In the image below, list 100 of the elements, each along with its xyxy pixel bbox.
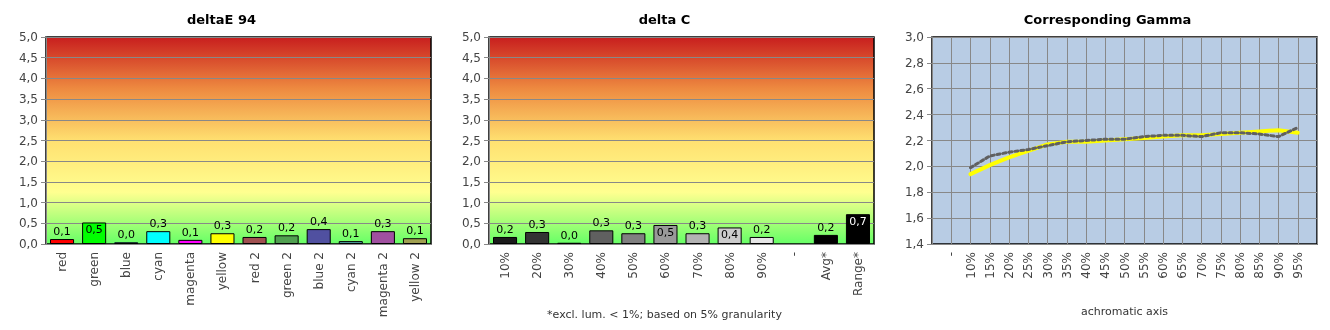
y-tick-label: 3,0 [904,30,924,44]
y-tick-label: 2,4 [904,107,924,122]
data-label: 0,2 [752,222,771,236]
data-label: 0,5 [656,225,675,239]
x-tick-label: 60% [658,252,673,279]
y-tick-label: 5,0 [461,30,481,44]
x-tick-label: yellow [215,251,230,291]
y-tick-label: 0,5 [461,216,481,231]
y-tick-label: 4,5 [18,50,38,65]
data-label: 0,4 [309,215,328,229]
y-tick-label: 4,5 [461,50,481,65]
data-label: 0,1 [342,227,360,241]
x-tick-label: 50% [626,252,641,279]
data-label: 0,2 [245,222,264,236]
y-tick-label: 2,2 [904,133,924,148]
x-tick-label: 80% [722,252,737,279]
x-tick-label: blue [119,252,134,278]
x-tick-label: cyan [151,252,166,281]
x-tick-label: 25% [1021,252,1036,279]
y-tick-label: 1,6 [904,211,924,226]
x-tick-label: 60% [1156,252,1170,279]
data-label: 0,0 [560,228,578,242]
data-label: 0,2 [817,220,835,234]
y-tick-label: 0,0 [18,237,38,251]
x-tick-label: - [786,252,801,257]
data-label: 0,1 [406,224,424,238]
x-tick-label: 10% [498,252,513,279]
x-tick-label: 35% [1059,252,1074,279]
y-tick-label: 4,0 [461,71,481,86]
y-tick-label: 1,0 [461,195,481,210]
y-tick-label: 1,8 [904,185,924,200]
data-label: 0,3 [688,219,707,233]
x-tick-label: 30% [562,252,577,279]
y-tick-label: 2,5 [18,133,38,148]
data-label: 0,3 [624,219,643,233]
x-tick-label: 95% [1290,252,1305,279]
chart-title: delta C [638,12,691,27]
y-tick-label: 3,0 [461,112,481,127]
data-label: 0,3 [374,217,392,231]
x-tick-label: magenta 2 [375,252,390,318]
y-tick-label: 1,5 [461,174,481,189]
y-tick-label: 2,8 [904,55,924,70]
y-tick-label: 2,0 [461,154,481,169]
y-tick-label: 3,5 [461,92,481,107]
y-tick-label: 1,5 [18,174,38,189]
text: *excl. lum. < 1%; based on 5% granularity [547,308,783,321]
data-label: 0,2 [496,222,514,236]
x-tick-label: 20% [1002,252,1016,279]
x-tick-label: 40% [1079,252,1093,279]
y-tick-label: 0,0 [461,237,481,251]
y-tick-label: 4,0 [18,71,38,86]
y-tick-label: 2,0 [18,154,38,169]
x-tick-label: cyan 2 [343,252,358,293]
y-tick-label: 0,5 [18,216,38,231]
x-tick-label: 65% [1175,252,1190,279]
x-tick-label: red [55,252,70,272]
y-tick-label: 3,0 [18,112,38,127]
x-tick-label: 40% [594,252,609,279]
data-label: 0,4 [720,228,739,242]
x-tick-label: 50% [1117,252,1132,279]
x-tick-label: Range* [850,252,865,297]
x-tick-label: 70% [1194,252,1209,279]
y-tick-label: 2,5 [461,133,481,148]
x-tick-label: yellow 2 [407,252,422,302]
x-tick-label: 45% [1098,252,1113,279]
chart-title: Corresponding Gamma [1023,12,1192,27]
x-tick-label: 80% [1233,252,1247,279]
y-tick-label: 1,0 [18,195,38,210]
x-tick-label: Avg* [818,252,833,281]
data-label: 0,3 [528,217,546,231]
y-tick-label: 5,0 [18,30,38,44]
data-label: 0,3 [149,217,168,231]
data-label: 0,2 [277,221,296,235]
y-tick-label: 2,0 [904,159,924,174]
x-tick-label: 70% [690,252,705,279]
x-tick-label: 90% [754,252,769,279]
data-label: 0,5 [85,223,103,237]
data-label: 0,1 [53,225,71,239]
x-tick-label: green 2 [279,252,294,299]
y-tick-label: 2,6 [904,81,924,96]
x-tick-label: 10% [963,252,978,279]
x-tick-label: 15% [982,252,997,279]
x-tick-label: 90% [1271,252,1286,279]
x-tick-label: red 2 [247,252,262,284]
x-tick-label: magenta [183,252,198,306]
x-tick-label: green [87,252,102,287]
x-axis-title: achromatic axis [1080,305,1169,318]
x-tick-label: 85% [1252,252,1267,279]
x-tick-label: 75% [1213,252,1228,279]
y-tick-label: 3,5 [18,92,38,107]
data-label: 0,0 [117,228,135,242]
y-tick-label: 1,4 [904,237,924,251]
chart-title: deltaE 94 [186,12,257,27]
x-tick-label: 55% [1136,252,1151,279]
x-tick-label: blue 2 [311,252,326,290]
data-label: 0,7 [849,215,867,229]
data-label: 0,3 [592,216,611,230]
x-tick-label: - [944,252,959,257]
data-label: 0,3 [213,219,232,233]
x-tick-label: 20% [530,252,545,279]
